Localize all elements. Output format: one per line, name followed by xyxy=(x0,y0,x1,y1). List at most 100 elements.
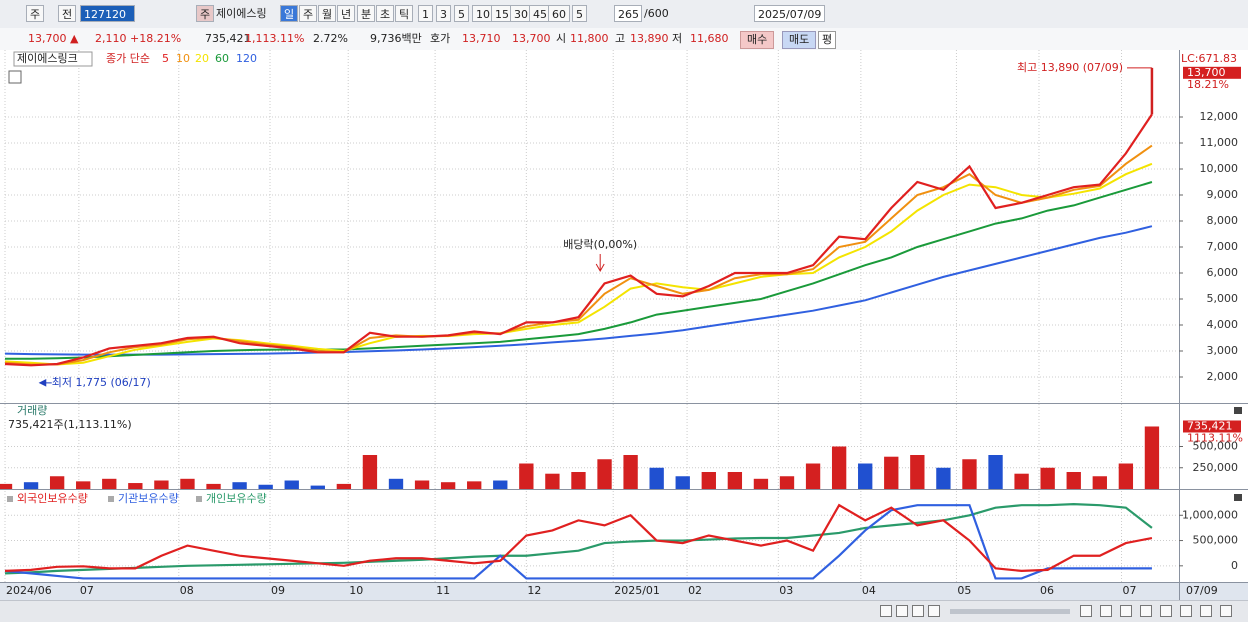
toolbar-item[interactable]: 15 xyxy=(491,5,513,22)
low-label: 최저 1,775 (06/17) xyxy=(52,376,151,389)
toolbar-item[interactable]: 제이에스링 xyxy=(216,7,267,20)
quote-bar: 13,700 ▲ 2,110 +18.21% 735,421 1,113.11% 2.72… xyxy=(0,28,1248,51)
toolbar-item[interactable]: 월 xyxy=(318,5,337,22)
quote-field: +18.21% xyxy=(130,32,182,45)
x-tick-label: 12 xyxy=(527,584,541,597)
series-line xyxy=(4,162,1153,366)
y-tick-label: 7,000 xyxy=(1207,240,1239,253)
toolbar-item[interactable]: 주 xyxy=(196,5,215,22)
volume-bar xyxy=(206,483,221,489)
toolbar-item[interactable]: 5 xyxy=(454,5,469,22)
toolbar-item[interactable]: 초 xyxy=(376,5,395,22)
toolbar-item[interactable]: 분 xyxy=(357,5,376,22)
volume-bar xyxy=(258,484,273,489)
event-label: 배당락(0,00%) xyxy=(563,238,637,251)
series-line xyxy=(4,503,1153,575)
legend-swatch xyxy=(108,496,114,502)
tool-icon[interactable] xyxy=(1180,605,1192,617)
scroll-track[interactable] xyxy=(950,609,1070,614)
volume-bar xyxy=(284,480,299,489)
y-tick-label: 250,000 xyxy=(1193,461,1239,474)
quote-field: 13,710 xyxy=(462,32,501,45)
quote-field: 11,680 xyxy=(690,32,729,45)
y-tick-label: 6,000 xyxy=(1207,266,1239,279)
volume-bar xyxy=(0,483,13,489)
tool-icon[interactable] xyxy=(1080,605,1092,617)
volume-bar xyxy=(23,482,39,489)
x-tick-label: 2025/01 xyxy=(614,584,660,597)
low-marker xyxy=(38,379,52,387)
toolbar-item[interactable]: 60 xyxy=(548,5,570,22)
volume-bar xyxy=(1040,467,1055,489)
title-box xyxy=(13,51,93,67)
scroll-icon[interactable] xyxy=(912,605,924,617)
tool-icon[interactable] xyxy=(1120,605,1132,617)
quote-field: 고 xyxy=(615,32,626,45)
x-tick-label: 07 xyxy=(80,584,94,597)
tool-icon[interactable] xyxy=(1140,605,1152,617)
volume-bar xyxy=(467,481,482,489)
tool-icon xyxy=(8,70,22,84)
y-tick-label: 5,000 xyxy=(1207,292,1239,305)
legend-entry: 120 xyxy=(236,52,257,65)
volume-bar xyxy=(753,478,769,489)
volume-bar xyxy=(623,455,638,489)
toolbar-item[interactable]: 2025/07/09 xyxy=(754,5,826,22)
volume-bar xyxy=(232,482,247,489)
tool-icon[interactable] xyxy=(1220,605,1232,617)
x-axis-band xyxy=(0,582,1248,600)
scroll-icon[interactable] xyxy=(928,605,940,617)
quote-field[interactable]: 매수 xyxy=(740,31,775,49)
volume-bar xyxy=(545,473,560,489)
lc-label: LC:671.83 xyxy=(1181,52,1237,65)
volume-bar xyxy=(1066,472,1081,489)
volume-bar xyxy=(336,483,352,489)
x-tick-label: 10 xyxy=(349,584,363,597)
scroll-icon[interactable] xyxy=(880,605,892,617)
quote-field[interactable]: 매도 xyxy=(782,31,817,49)
volume-bar xyxy=(310,485,325,489)
toolbar-item[interactable]: 127120 xyxy=(80,5,135,22)
series-line xyxy=(5,181,1153,360)
scroll-icon[interactable] xyxy=(896,605,908,617)
panel-title: 거래량 xyxy=(17,404,47,417)
x-end-label: 07/09 xyxy=(1186,584,1218,597)
toolbar-item[interactable]: 1 xyxy=(418,5,433,22)
quote-field: 2,110 xyxy=(95,32,127,45)
volume-bar xyxy=(1014,473,1029,489)
toolbar-item[interactable]: 년 xyxy=(337,5,356,22)
toolbar-item[interactable]: 265 xyxy=(614,5,642,22)
volume-bar xyxy=(1092,476,1107,489)
panel-icon xyxy=(1234,494,1242,501)
volume-bar xyxy=(910,455,925,489)
toolbar-item[interactable]: 5 xyxy=(572,5,587,22)
volume-bar xyxy=(675,476,690,489)
toolbar-item[interactable]: 30 xyxy=(510,5,532,22)
toolbar-item[interactable]: 전 xyxy=(58,5,77,22)
volume-bar xyxy=(493,480,508,489)
legend-swatch xyxy=(196,496,202,502)
series-line xyxy=(4,144,1153,366)
toolbar-item[interactable]: 일 xyxy=(280,5,299,22)
toolbar-item[interactable]: 주 xyxy=(26,5,45,22)
volume-bar xyxy=(727,472,743,489)
quote-field[interactable]: 평 xyxy=(818,31,837,49)
last-price-box xyxy=(1183,66,1241,79)
toolbar-item[interactable]: 주 xyxy=(299,5,318,22)
quote-field: 저 xyxy=(672,32,683,45)
volume-bar xyxy=(831,446,847,489)
ratio-label: 1113.11% xyxy=(1187,431,1243,444)
volume-bar xyxy=(779,476,795,489)
toolbar-item[interactable]: /600 xyxy=(644,7,669,20)
legend-entry: 기관보유수량 xyxy=(118,492,179,505)
tool-icon[interactable] xyxy=(1100,605,1112,617)
last-volume-label: 735,421 xyxy=(1187,419,1233,432)
toolbar-item[interactable]: 틱 xyxy=(395,5,414,22)
tool-icon[interactable] xyxy=(1160,605,1172,617)
volume-bar xyxy=(858,463,873,489)
chart: 2024/06 07 08 09 10 11 12 2025/01 02 03 04 05 06 07 07… xyxy=(0,50,1248,600)
y-tick-label: 1,000,000 xyxy=(1182,508,1238,521)
tool-icon[interactable] xyxy=(1200,605,1212,617)
toolbar-item[interactable]: 3 xyxy=(436,5,451,22)
quote-field: 시 xyxy=(556,32,567,45)
